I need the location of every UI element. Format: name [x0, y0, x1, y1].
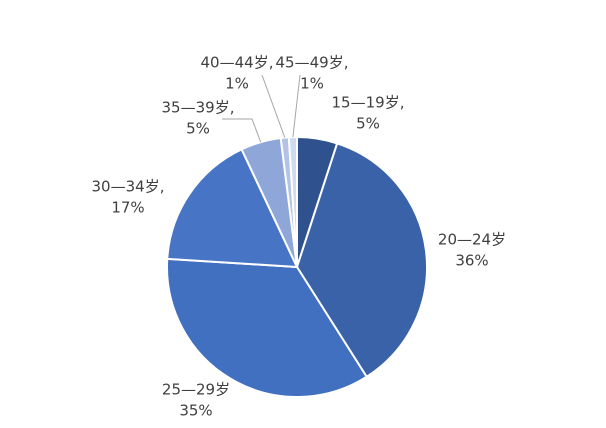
- category-label: 25—29岁: [162, 381, 230, 399]
- value-label: 35%: [179, 402, 212, 420]
- pie-slice: [287, 135, 298, 268]
- leader-line: [292, 74, 301, 138]
- leader-line: [261, 74, 286, 138]
- value-label: 1%: [225, 75, 249, 93]
- pie-slice: [295, 142, 428, 379]
- leader-line: [222, 118, 262, 143]
- pie-slice: [166, 257, 369, 398]
- value-label: 5%: [356, 115, 380, 133]
- value-label: 36%: [455, 252, 488, 270]
- value-label: 17%: [111, 199, 144, 217]
- value-label: 5%: [186, 120, 210, 138]
- category-label: 35—39岁,: [162, 99, 235, 117]
- category-label: 20—24岁: [438, 231, 506, 249]
- pie-slice: [166, 148, 299, 269]
- value-label: 1%: [300, 75, 324, 93]
- category-label: 40—44岁,: [201, 54, 274, 72]
- category-label: 30—34岁,: [92, 178, 165, 196]
- category-label: 45—49岁,: [276, 54, 349, 72]
- category-label: 15—19岁,: [332, 94, 405, 112]
